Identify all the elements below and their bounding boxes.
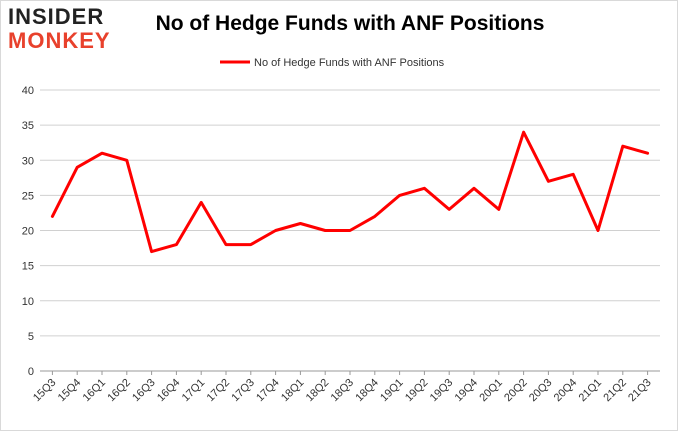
x-tick-label: 16Q2 — [105, 377, 133, 405]
x-tick-label: 17Q1 — [180, 377, 208, 405]
x-tick-label: 20Q3 — [527, 377, 555, 405]
x-tick-label: 17Q2 — [205, 377, 233, 405]
x-tick-label: 19Q2 — [403, 377, 431, 405]
x-tick-label: 19Q3 — [428, 377, 456, 405]
x-tick-label: 16Q4 — [155, 377, 183, 405]
chart-title: No of Hedge Funds with ANF Positions — [155, 12, 545, 35]
x-tick-label: 15Q3 — [31, 377, 59, 405]
y-tick-label: 0 — [28, 366, 34, 378]
y-tick-label: 30 — [22, 155, 34, 167]
x-tick-label: 19Q1 — [378, 377, 406, 405]
x-tick-label: 18Q2 — [304, 377, 332, 405]
logo-line-2: MONKEY — [8, 28, 111, 53]
x-tick-label: 18Q3 — [329, 377, 357, 405]
logo-line-1: INSIDER — [8, 4, 105, 29]
x-tick-label: 15Q4 — [56, 377, 84, 405]
x-tick-label: 20Q1 — [477, 377, 505, 405]
series-line — [50, 130, 650, 254]
y-tick-label: 35 — [22, 120, 34, 132]
y-tick-label: 25 — [22, 190, 34, 202]
x-tick-label: 18Q4 — [353, 377, 381, 405]
x-tick-label: 17Q4 — [254, 377, 282, 405]
x-tick-label: 16Q3 — [130, 377, 158, 405]
x-tick-label: 19Q4 — [453, 377, 481, 405]
x-tick-label: 16Q1 — [81, 377, 109, 405]
x-tick-label: 21Q3 — [626, 377, 654, 405]
y-tick-label: 10 — [22, 296, 34, 308]
x-tick-label: 17Q3 — [229, 377, 257, 405]
legend-label: No of Hedge Funds with ANF Positions — [254, 57, 445, 69]
x-tick-label: 21Q1 — [577, 377, 605, 405]
y-tick-label: 5 — [28, 331, 34, 343]
y-tick-label: 15 — [22, 261, 34, 273]
x-tick-label: 21Q2 — [601, 377, 629, 405]
x-tick-label: 20Q2 — [502, 377, 530, 405]
insider-monkey-logo: INSIDER MONKEY — [8, 6, 128, 52]
x-tick-label: 20Q4 — [552, 377, 580, 405]
y-tick-label: 20 — [22, 226, 34, 238]
y-tick-label: 40 — [22, 85, 34, 97]
x-tick-label: 18Q1 — [279, 377, 307, 405]
